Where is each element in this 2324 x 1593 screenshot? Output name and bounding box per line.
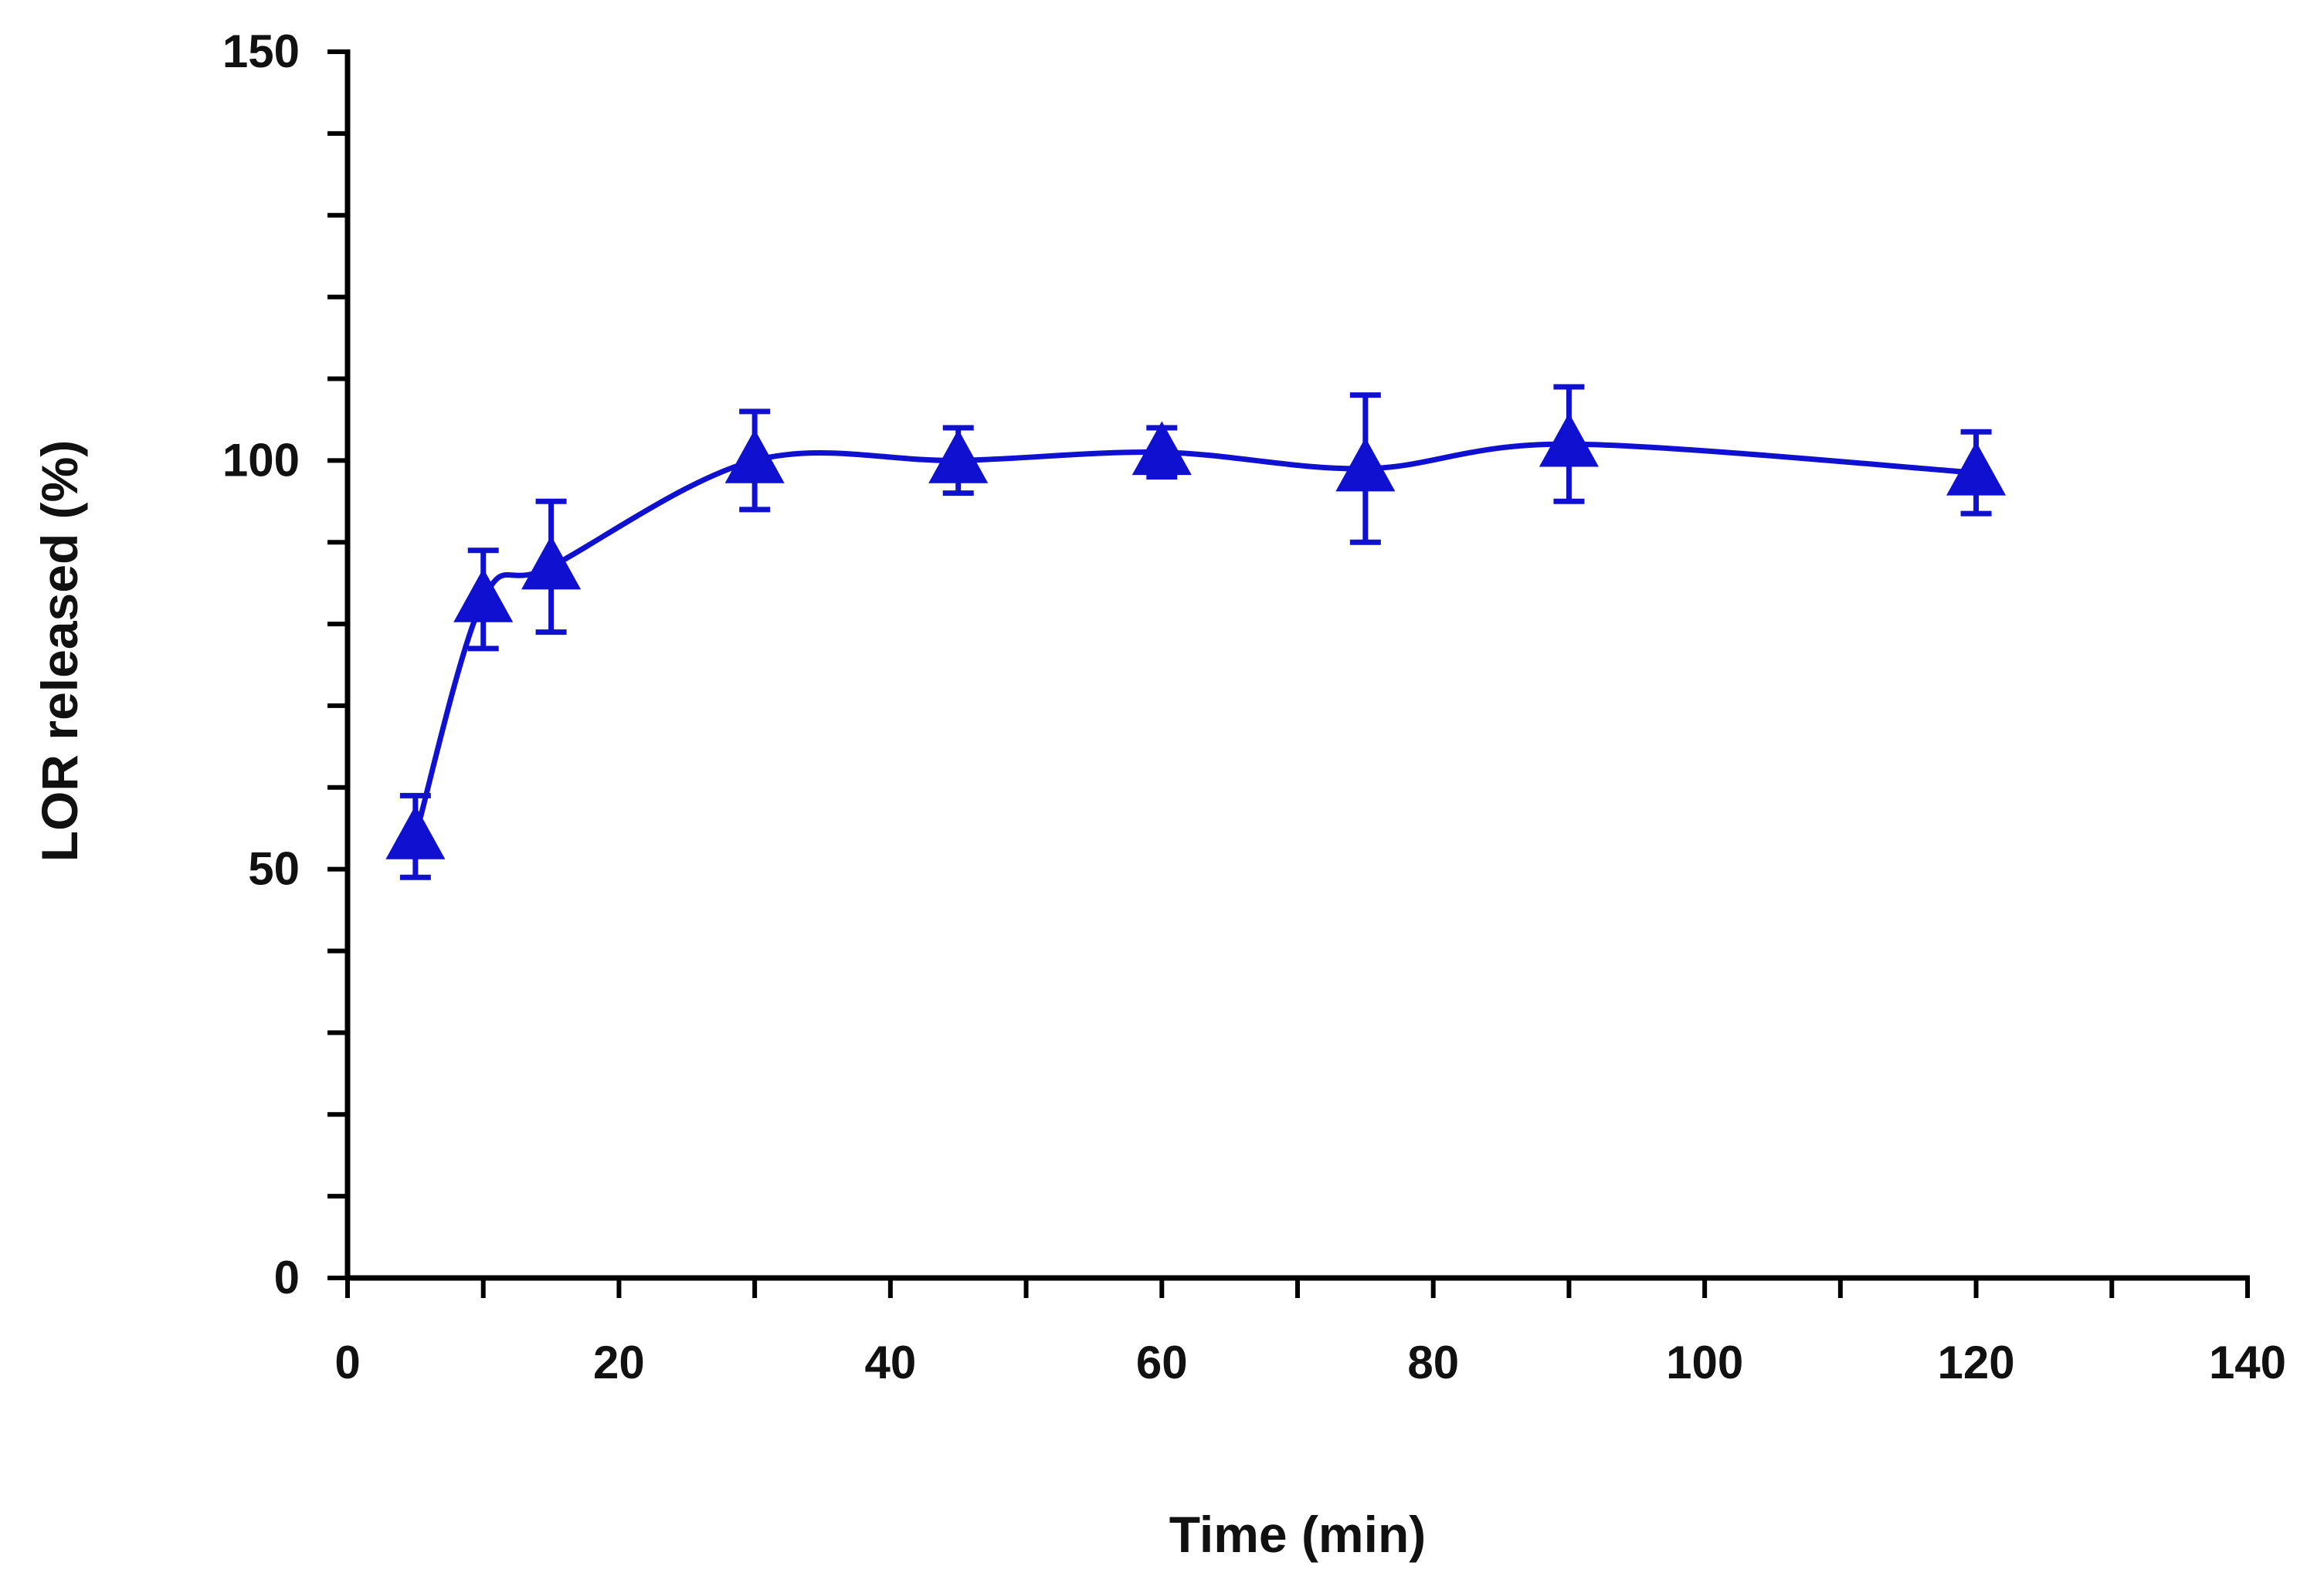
y-tick-label: 0	[274, 1252, 300, 1303]
series-line	[412, 441, 1976, 838]
x-tick-label: 60	[1136, 1337, 1188, 1388]
y-tick-label: 150	[222, 25, 300, 77]
x-tick-label: 0	[334, 1337, 360, 1388]
x-tick-label: 100	[1666, 1337, 1743, 1388]
x-tick-label: 20	[593, 1337, 645, 1388]
y-tick-label: 50	[248, 843, 300, 895]
axes	[344, 49, 2250, 1281]
data-point-marker	[1539, 412, 1599, 467]
x-tick-label: 40	[864, 1337, 916, 1388]
data-point-marker	[1335, 437, 1396, 492]
data-point-marker	[724, 429, 785, 483]
data-point-marker	[385, 805, 446, 859]
y-axis-title: LOR released (%)	[31, 440, 88, 863]
data-point-marker	[1131, 421, 1192, 476]
x-tick-label: 120	[1938, 1337, 2015, 1388]
data-point-marker	[521, 535, 582, 590]
tick-labels: 0 50 100 150 0 20 40 60 80 100 120 140	[222, 25, 2286, 1388]
data-point-marker	[1946, 441, 2007, 496]
series-layer	[385, 384, 2007, 880]
x-tick-label: 80	[1407, 1337, 1459, 1388]
data-point-marker	[928, 429, 989, 483]
y-tick-label: 100	[222, 434, 300, 486]
tick-marks	[327, 49, 2250, 1298]
x-tick-label: 140	[2209, 1337, 2286, 1388]
data-point-marker	[453, 568, 514, 622]
x-axis-title: Time (min)	[1169, 1506, 1426, 1563]
